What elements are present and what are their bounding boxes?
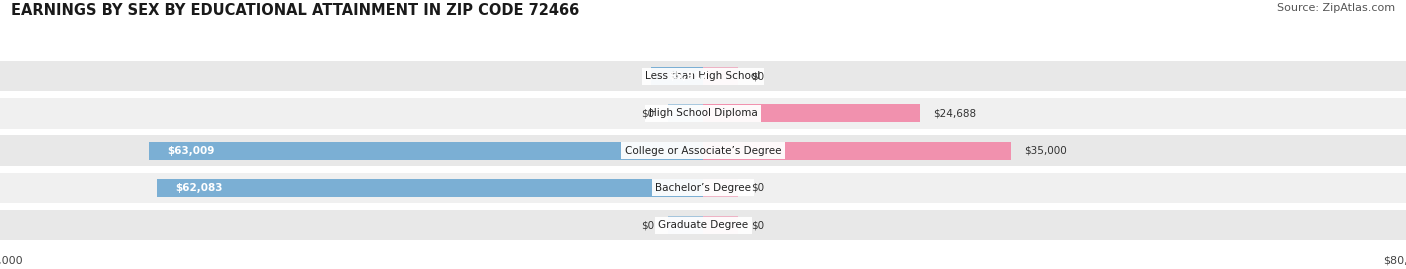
Bar: [703, 67, 738, 85]
Text: $63,009: $63,009: [167, 146, 214, 156]
Bar: [0, 61, 1406, 91]
Text: Source: ZipAtlas.com: Source: ZipAtlas.com: [1277, 3, 1395, 13]
Text: $0: $0: [751, 71, 765, 81]
Bar: [0, 173, 1406, 203]
Bar: [149, 142, 703, 160]
Text: High School Diploma: High School Diploma: [648, 108, 758, 118]
Bar: [0, 210, 1406, 240]
Bar: [703, 104, 920, 122]
Bar: [703, 216, 738, 234]
Text: $62,083: $62,083: [174, 183, 222, 193]
Text: Graduate Degree: Graduate Degree: [658, 220, 748, 230]
Bar: [157, 179, 703, 197]
Bar: [703, 179, 738, 197]
Text: College or Associate’s Degree: College or Associate’s Degree: [624, 146, 782, 156]
Text: $0: $0: [751, 183, 765, 193]
Text: $0: $0: [641, 108, 655, 118]
Bar: [668, 104, 703, 122]
Bar: [651, 67, 703, 85]
Text: Less than High School: Less than High School: [645, 71, 761, 81]
Text: $0: $0: [751, 220, 765, 230]
Bar: [703, 142, 1011, 160]
Bar: [668, 216, 703, 234]
Bar: [0, 135, 1406, 166]
Text: $0: $0: [641, 220, 655, 230]
Text: $24,688: $24,688: [934, 108, 976, 118]
Text: EARNINGS BY SEX BY EDUCATIONAL ATTAINMENT IN ZIP CODE 72466: EARNINGS BY SEX BY EDUCATIONAL ATTAINMEN…: [11, 3, 579, 18]
Bar: [0, 98, 1406, 129]
Text: $5,917: $5,917: [669, 71, 709, 81]
Text: $35,000: $35,000: [1024, 146, 1067, 156]
Text: Bachelor’s Degree: Bachelor’s Degree: [655, 183, 751, 193]
